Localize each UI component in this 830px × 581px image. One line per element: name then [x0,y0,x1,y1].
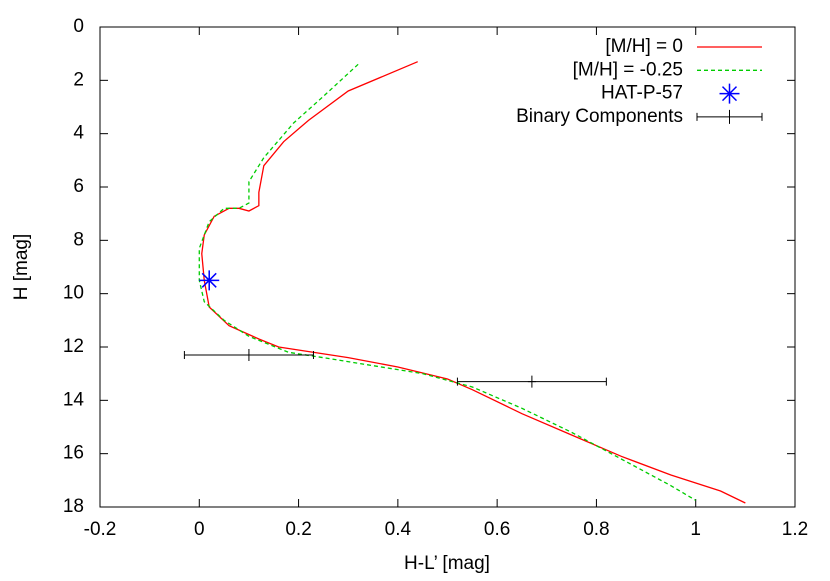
legend-symbol [696,109,763,124]
data-point [244,349,253,361]
data-point [527,375,536,388]
x-tick-label: 0.8 [583,519,609,540]
y-axis-title: H [mag] [11,234,32,301]
y-tick-label: 0 [73,16,84,37]
x-tick-label: 0.6 [484,519,510,540]
y-tick-label: 16 [63,443,84,464]
x-tick-label: 0 [194,519,205,540]
legend-label: [M/H] = 0 [605,36,683,57]
legend-label: Binary Components [516,106,683,127]
plot-frame [99,26,796,508]
x-tick-label: 1 [690,519,701,540]
y-tick-label: 6 [73,176,84,197]
y-tick-label: 4 [73,123,84,144]
x-tick-label: 0.2 [285,519,311,540]
isochrone-line [198,63,697,501]
y-tick-label: 8 [73,229,84,250]
y-tick-label: 18 [63,496,84,517]
legend-symbol [719,83,740,104]
legend-label: [M/H] = -0.25 [573,59,683,80]
x-axis-title: H-L’ [mag] [404,553,490,574]
x-tick-label: 0.4 [385,519,412,540]
y-tick-label: 12 [63,336,84,357]
y-tick-label: 10 [63,283,84,304]
x-tick-label: 1.2 [782,519,808,540]
y-tick-label: 2 [73,69,84,90]
legend-label: HAT-P-57 [601,83,683,104]
star-point [199,270,220,291]
x-tick-label: -0.2 [84,519,117,540]
y-tick-label: 14 [63,389,85,410]
isochrone-line [201,61,746,504]
